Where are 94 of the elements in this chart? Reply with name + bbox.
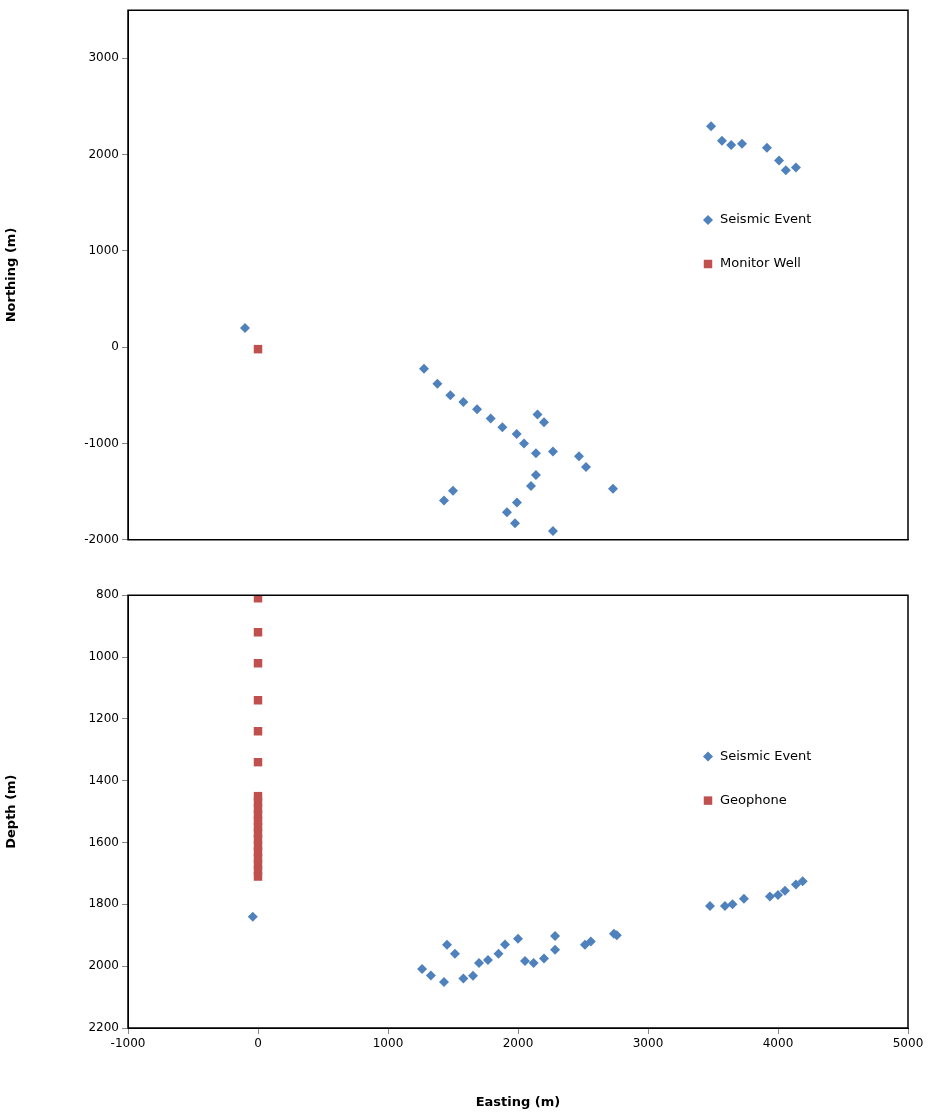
y-tick-label: -1000 [84,435,119,450]
point [585,936,596,947]
y-tick-label: 2000 [88,958,119,973]
point [727,899,738,910]
point [458,397,469,408]
point [474,958,484,969]
point [790,162,801,173]
point [550,944,561,955]
y-tick-label: 0 [111,339,119,354]
point [439,976,450,987]
point [253,628,263,637]
x-tick-label: 3000 [632,1036,664,1051]
point [530,470,541,480]
y-tick-label: 2200 [88,1020,119,1035]
point [518,438,529,449]
y-tick-label: 800 [96,587,119,602]
point [736,138,747,149]
point [468,970,479,981]
point [526,480,536,491]
legend-label: Monitor Well [720,255,801,271]
x-tick-label: -1000 [110,1036,146,1051]
point [439,495,450,506]
point [764,891,775,902]
legend-label: Seismic Event [720,747,812,763]
point [738,893,749,904]
y-tick-label: 2000 [88,146,119,161]
point [530,448,541,459]
y-tick-label: 1600 [88,834,119,849]
point [493,948,504,959]
point [726,140,737,151]
point [716,135,727,146]
point [445,390,456,401]
y-axis-title: Northing (m) [3,227,19,323]
point [497,422,508,433]
point [442,939,453,950]
point [547,446,558,457]
point [511,497,522,508]
y-axis-title: Depth (m) [3,774,19,849]
point [432,378,443,389]
point [790,879,801,890]
y-tick-label: -2000 [84,531,119,546]
x-tick-label: 0 [254,1036,262,1051]
point [573,451,584,462]
point [608,483,619,494]
point [520,955,531,966]
point [780,885,791,896]
point [719,900,730,911]
point [706,121,717,132]
point [539,417,549,428]
point [425,970,436,981]
point [419,363,430,374]
point [501,507,512,518]
point [580,462,591,473]
x-tick-label: 5000 [892,1036,924,1051]
point [780,165,791,176]
point [773,890,783,901]
y-tick-label: 1400 [88,772,119,787]
point [511,428,522,439]
point [240,322,250,333]
point [500,939,510,950]
point [513,933,523,944]
point [247,911,258,922]
y-tick-label: 3000 [88,50,119,65]
point [547,525,558,536]
point [253,696,263,705]
point [458,973,469,984]
point [485,413,496,424]
x-tick-label: 2000 [502,1036,534,1051]
point [797,876,808,887]
point [528,958,539,969]
y-tick-label: 1000 [88,243,119,258]
point [532,409,543,420]
y-tick-label: 1800 [88,896,119,911]
point [705,900,716,911]
x-tick-label: 4000 [762,1036,794,1051]
point [449,948,460,959]
y-tick-label: 1000 [88,649,119,664]
point [417,963,428,974]
point [482,954,493,965]
point [472,404,483,415]
x-tick-label: 1000 [372,1036,404,1051]
point [510,518,521,529]
point [253,872,263,881]
point [253,595,263,603]
legend-label: Geophone [720,791,787,807]
point [550,930,561,941]
point [761,142,772,153]
legend-label: Seismic Event [720,211,812,227]
point [579,939,590,950]
point [774,155,785,166]
y-tick-label: 1200 [88,710,119,725]
point [448,485,458,496]
x-axis-title: Easting (m) [475,1093,561,1109]
point [539,953,549,964]
